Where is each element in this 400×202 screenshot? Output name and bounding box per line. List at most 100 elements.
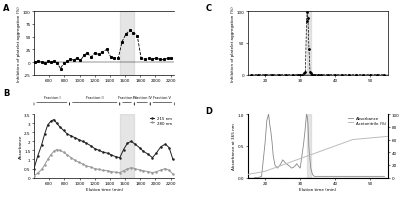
Absorbance (298, 167, 303, 169)
Absorbance (272, 164, 277, 166)
280 nm (121, 170, 126, 172)
280 nm (158, 169, 163, 171)
Y-axis label: Inhibition of platelet aggregation (%): Inhibition of platelet aggregation (%) (17, 6, 21, 81)
Absorbance (306, 148, 311, 150)
215 nm (58, 126, 62, 128)
215 nm (167, 147, 172, 149)
Legend: Absorbance, Acetonitrile (%): Absorbance, Acetonitrile (%) (346, 115, 388, 127)
280 nm (105, 170, 110, 172)
Absorbance (347, 175, 352, 178)
215 nm (84, 142, 89, 145)
Line: Absorbance: Absorbance (254, 115, 384, 178)
Absorbance (296, 165, 301, 168)
Y-axis label: Absorbance at 365 nm: Absorbance at 365 nm (232, 123, 236, 169)
215 nm (163, 143, 168, 146)
Absorbance (289, 167, 294, 169)
280 nm (80, 163, 85, 165)
215 nm (146, 153, 150, 156)
Text: D: D (205, 106, 212, 115)
Absorbance (312, 175, 317, 178)
Absorbance (275, 167, 280, 169)
280 nm (150, 171, 155, 174)
215 nm (73, 137, 78, 139)
280 nm (137, 169, 142, 171)
Bar (306, 115, 312, 178)
Text: Fraction III: Fraction III (118, 95, 136, 99)
280 nm (146, 170, 150, 173)
280 nm (69, 157, 74, 159)
215 nm (121, 148, 126, 151)
Absorbance (300, 154, 304, 157)
280 nm (114, 171, 118, 174)
215 nm (61, 130, 66, 132)
215 nm (65, 133, 70, 136)
Absorbance (270, 142, 274, 144)
Absorbance (308, 167, 313, 169)
Absorbance (306, 123, 310, 125)
215 nm (141, 150, 146, 153)
215 nm (105, 152, 110, 155)
215 nm (76, 139, 81, 141)
Absorbance (256, 177, 260, 179)
215 nm (80, 140, 85, 143)
280 nm (154, 171, 159, 173)
Absorbance (266, 113, 271, 116)
Absorbance (271, 154, 276, 157)
Y-axis label: Inhibition of platelet aggregation (%): Inhibition of platelet aggregation (%) (231, 6, 235, 81)
Absorbance (264, 120, 269, 122)
Line: 280 nm: 280 nm (34, 149, 174, 177)
215 nm (132, 143, 137, 146)
280 nm (61, 151, 66, 154)
280 nm (76, 161, 81, 164)
280 nm (167, 169, 172, 172)
Absorbance (291, 166, 296, 169)
215 nm (158, 146, 163, 148)
215 nm (45, 124, 50, 127)
Absorbance (382, 175, 387, 178)
Absorbance (278, 163, 283, 165)
280 nm (39, 168, 44, 171)
Absorbance (267, 123, 272, 125)
Absorbance (286, 164, 290, 166)
Absorbance (305, 117, 310, 119)
Text: Fraction II: Fraction II (86, 95, 104, 99)
280 nm (125, 168, 130, 170)
280 nm (118, 171, 122, 174)
215 nm (137, 147, 142, 149)
Absorbance (294, 163, 299, 165)
Absorbance (340, 175, 345, 178)
Absorbance (354, 175, 359, 178)
Absorbance (263, 142, 268, 144)
Absorbance (326, 175, 331, 178)
Absorbance (304, 113, 309, 116)
280 nm (45, 159, 50, 161)
Absorbance (368, 175, 373, 178)
Absorbance (310, 173, 315, 176)
Absorbance (304, 121, 308, 123)
215 nm (51, 119, 56, 121)
Line: Acetonitrile (%): Acetonitrile (%) (248, 137, 388, 175)
Absorbance (252, 177, 257, 179)
Legend: 215 nm, 280 nm: 215 nm, 280 nm (148, 115, 174, 127)
Text: C: C (205, 4, 212, 13)
Absorbance (302, 132, 307, 135)
215 nm (129, 140, 134, 143)
215 nm (101, 151, 106, 154)
215 nm (88, 145, 93, 147)
Absorbance (301, 142, 306, 144)
215 nm (170, 159, 175, 161)
X-axis label: Elution time (min): Elution time (min) (86, 187, 123, 190)
Bar (120, 12, 134, 75)
280 nm (109, 170, 114, 173)
Line: 215 nm: 215 nm (34, 119, 174, 169)
215 nm (42, 133, 47, 136)
280 nm (101, 169, 106, 172)
Absorbance (277, 165, 282, 168)
Absorbance (333, 175, 338, 178)
215 nm (48, 121, 53, 123)
280 nm (170, 173, 175, 175)
215 nm (125, 142, 130, 145)
280 nm (35, 172, 40, 175)
280 nm (65, 154, 70, 156)
Text: A: A (3, 4, 10, 13)
